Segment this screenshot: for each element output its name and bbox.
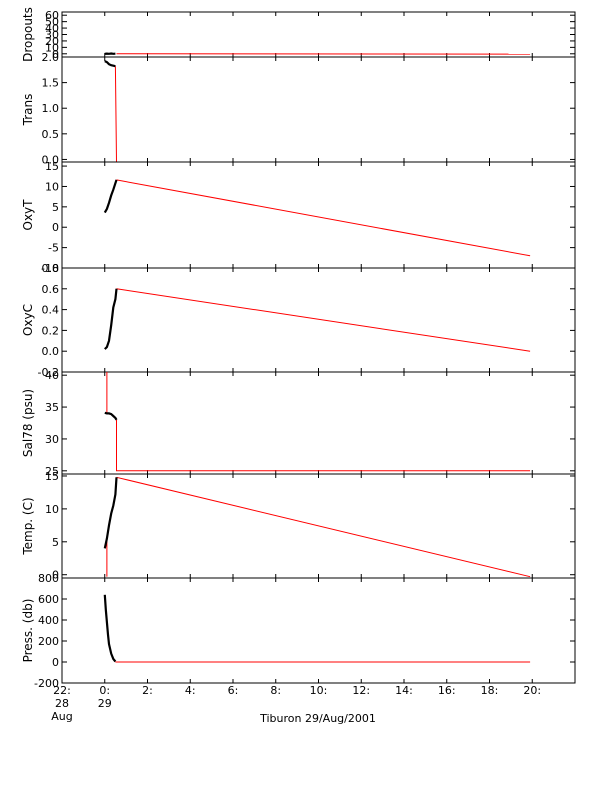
y-tick-label: 0.0: [42, 153, 60, 166]
panel-frame: [61, 371, 576, 475]
y-tick-label: 0.0: [42, 345, 60, 358]
panel-oxyt: -10 -5 0 5 10 15 OxyT: [21, 160, 576, 275]
y-tick-label: 15: [45, 160, 59, 173]
panel-oxyc: -0.2 0.0 0.2 0.4 0.6 0.8 OxyC: [21, 262, 576, 379]
y-tick-label: 200: [38, 635, 59, 648]
series-measured: [103, 179, 118, 214]
y-tick-label: -10: [41, 262, 59, 275]
x-tick-label: 14:: [395, 684, 413, 697]
y-tick-label: 800: [38, 572, 59, 585]
x-tick-label: Aug: [51, 710, 72, 723]
y-tick-label: 20: [45, 35, 59, 48]
x-tick-label: 20:: [523, 684, 541, 697]
series-measured: [103, 477, 118, 549]
x-tick-label: 2:: [142, 684, 153, 697]
series-line: [116, 476, 531, 578]
y-axis-label: Dropouts: [21, 7, 35, 62]
y-tick-label: 0.4: [42, 304, 60, 317]
y-tick-label: 5: [52, 201, 59, 214]
y-tick-label: 1.5: [42, 77, 60, 90]
y-tick-label: 1.0: [42, 102, 60, 115]
y-axis-label: Trans: [21, 94, 35, 127]
x-tick-label: 8:: [270, 684, 281, 697]
y-tick-label: 2.0: [42, 51, 60, 64]
y-tick-label: 0.8: [42, 262, 60, 275]
series-measured: [104, 411, 118, 421]
y-tick-label: 0.5: [42, 128, 60, 141]
x-tick-label: 28: [55, 697, 69, 710]
y-tick-label: 400: [38, 614, 59, 627]
x-tick-label: 29: [98, 697, 112, 710]
y-axis-label: Temp. (C): [21, 497, 35, 555]
y-tick-label: 5: [52, 536, 59, 549]
y-axis-label: Press. (db): [21, 599, 35, 663]
y-tick-label: 40: [45, 22, 59, 35]
y-tick-label: 600: [38, 593, 59, 606]
x-tick-label: 4:: [185, 684, 196, 697]
y-tick-label: 15: [45, 470, 59, 483]
panel-frame: [61, 56, 576, 163]
y-tick-label: 0.6: [42, 283, 60, 296]
y-tick-label: 0.2: [42, 324, 60, 337]
y-axis-label: OxyT: [21, 199, 35, 231]
series-line: [116, 179, 531, 257]
y-tick-label: -200: [34, 677, 59, 690]
series-line: [114, 66, 531, 163]
y-tick-label: 40: [45, 369, 59, 382]
x-tick-label: 10:: [310, 684, 328, 697]
panel-sal78: 25 30 35 40 Sal78 (psu): [21, 369, 576, 478]
panel-temp: 0 5 10 15 Temp. (C): [21, 470, 576, 582]
y-axis-label: Sal78 (psu): [21, 389, 35, 457]
series-line: [116, 419, 531, 472]
panel-frame: [61, 11, 576, 58]
y-tick-label: 50: [45, 16, 59, 29]
x-tick-label: 0:: [99, 684, 110, 697]
y-tick-label: 25: [45, 465, 59, 478]
series-measured: [104, 288, 118, 350]
y-tick-label: 60: [45, 9, 59, 22]
series-line: [116, 288, 531, 352]
x-tick-label: 18:: [481, 684, 499, 697]
y-tick-label: 0: [52, 569, 59, 582]
y-axis-label: OxyC: [21, 304, 35, 336]
panel-trans: 0.0 0.5 1.0 1.5 2.0 Trans: [21, 51, 576, 166]
series-measured: [103, 594, 117, 663]
y-tick-label: -5: [48, 242, 59, 255]
y-tick-label: 0: [52, 48, 59, 61]
x-tick-label: 22:: [53, 684, 71, 697]
panel-frame: [61, 161, 576, 269]
x-tick-label: 16:: [438, 684, 456, 697]
series-measured: [104, 60, 116, 68]
y-tick-label: 35: [45, 401, 59, 414]
y-tick-label: 30: [45, 433, 59, 446]
panel-frame: [61, 577, 576, 684]
y-tick-label: 30: [45, 29, 59, 42]
y-tick-label: -0.2: [38, 366, 59, 379]
panel-press: -200 0 200 400 600 800 Press. (db): [21, 572, 576, 690]
chart-caption: Tiburon 29/Aug/2001: [259, 712, 376, 725]
y-tick-label: 0: [52, 656, 59, 669]
y-tick-label: 0: [52, 221, 59, 234]
y-tick-label: 10: [45, 41, 59, 54]
x-tick-label: 6:: [228, 684, 239, 697]
panel-frame: [61, 267, 576, 373]
x-tick-label: 12:: [352, 684, 370, 697]
y-tick-label: 10: [45, 503, 59, 516]
y-tick-label: 10: [45, 180, 59, 193]
